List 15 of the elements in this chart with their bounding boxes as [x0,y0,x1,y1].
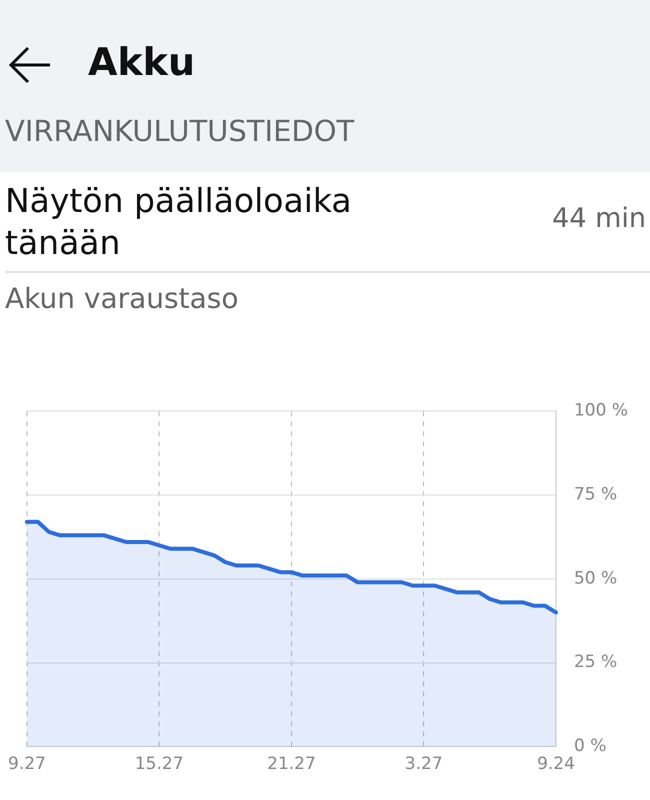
x-tick-label: 15.27 [134,754,184,774]
y-tick-label: 100 % [574,400,628,421]
x-tick-label: 9.27 [8,754,46,774]
x-tick-label: 21.27 [267,754,316,774]
y-tick-label: 50 % [574,568,618,588]
chart-subtitle: VIRRANKULUTUSTIEDOT [5,114,354,148]
text: Näytön päälläoloaika tänään [5,180,353,264]
text: 44 min [552,203,646,234]
x-tick-label: 3.27 [404,754,443,774]
chart-title: Akku [88,40,196,84]
text: Akun varaustaso [5,282,238,315]
y-tick-label: 0 % [574,736,606,756]
x-tick-label: 9.24 [537,754,575,774]
y-tick-label: 75 % [574,484,618,504]
y-tick-label: 25 % [574,652,618,672]
